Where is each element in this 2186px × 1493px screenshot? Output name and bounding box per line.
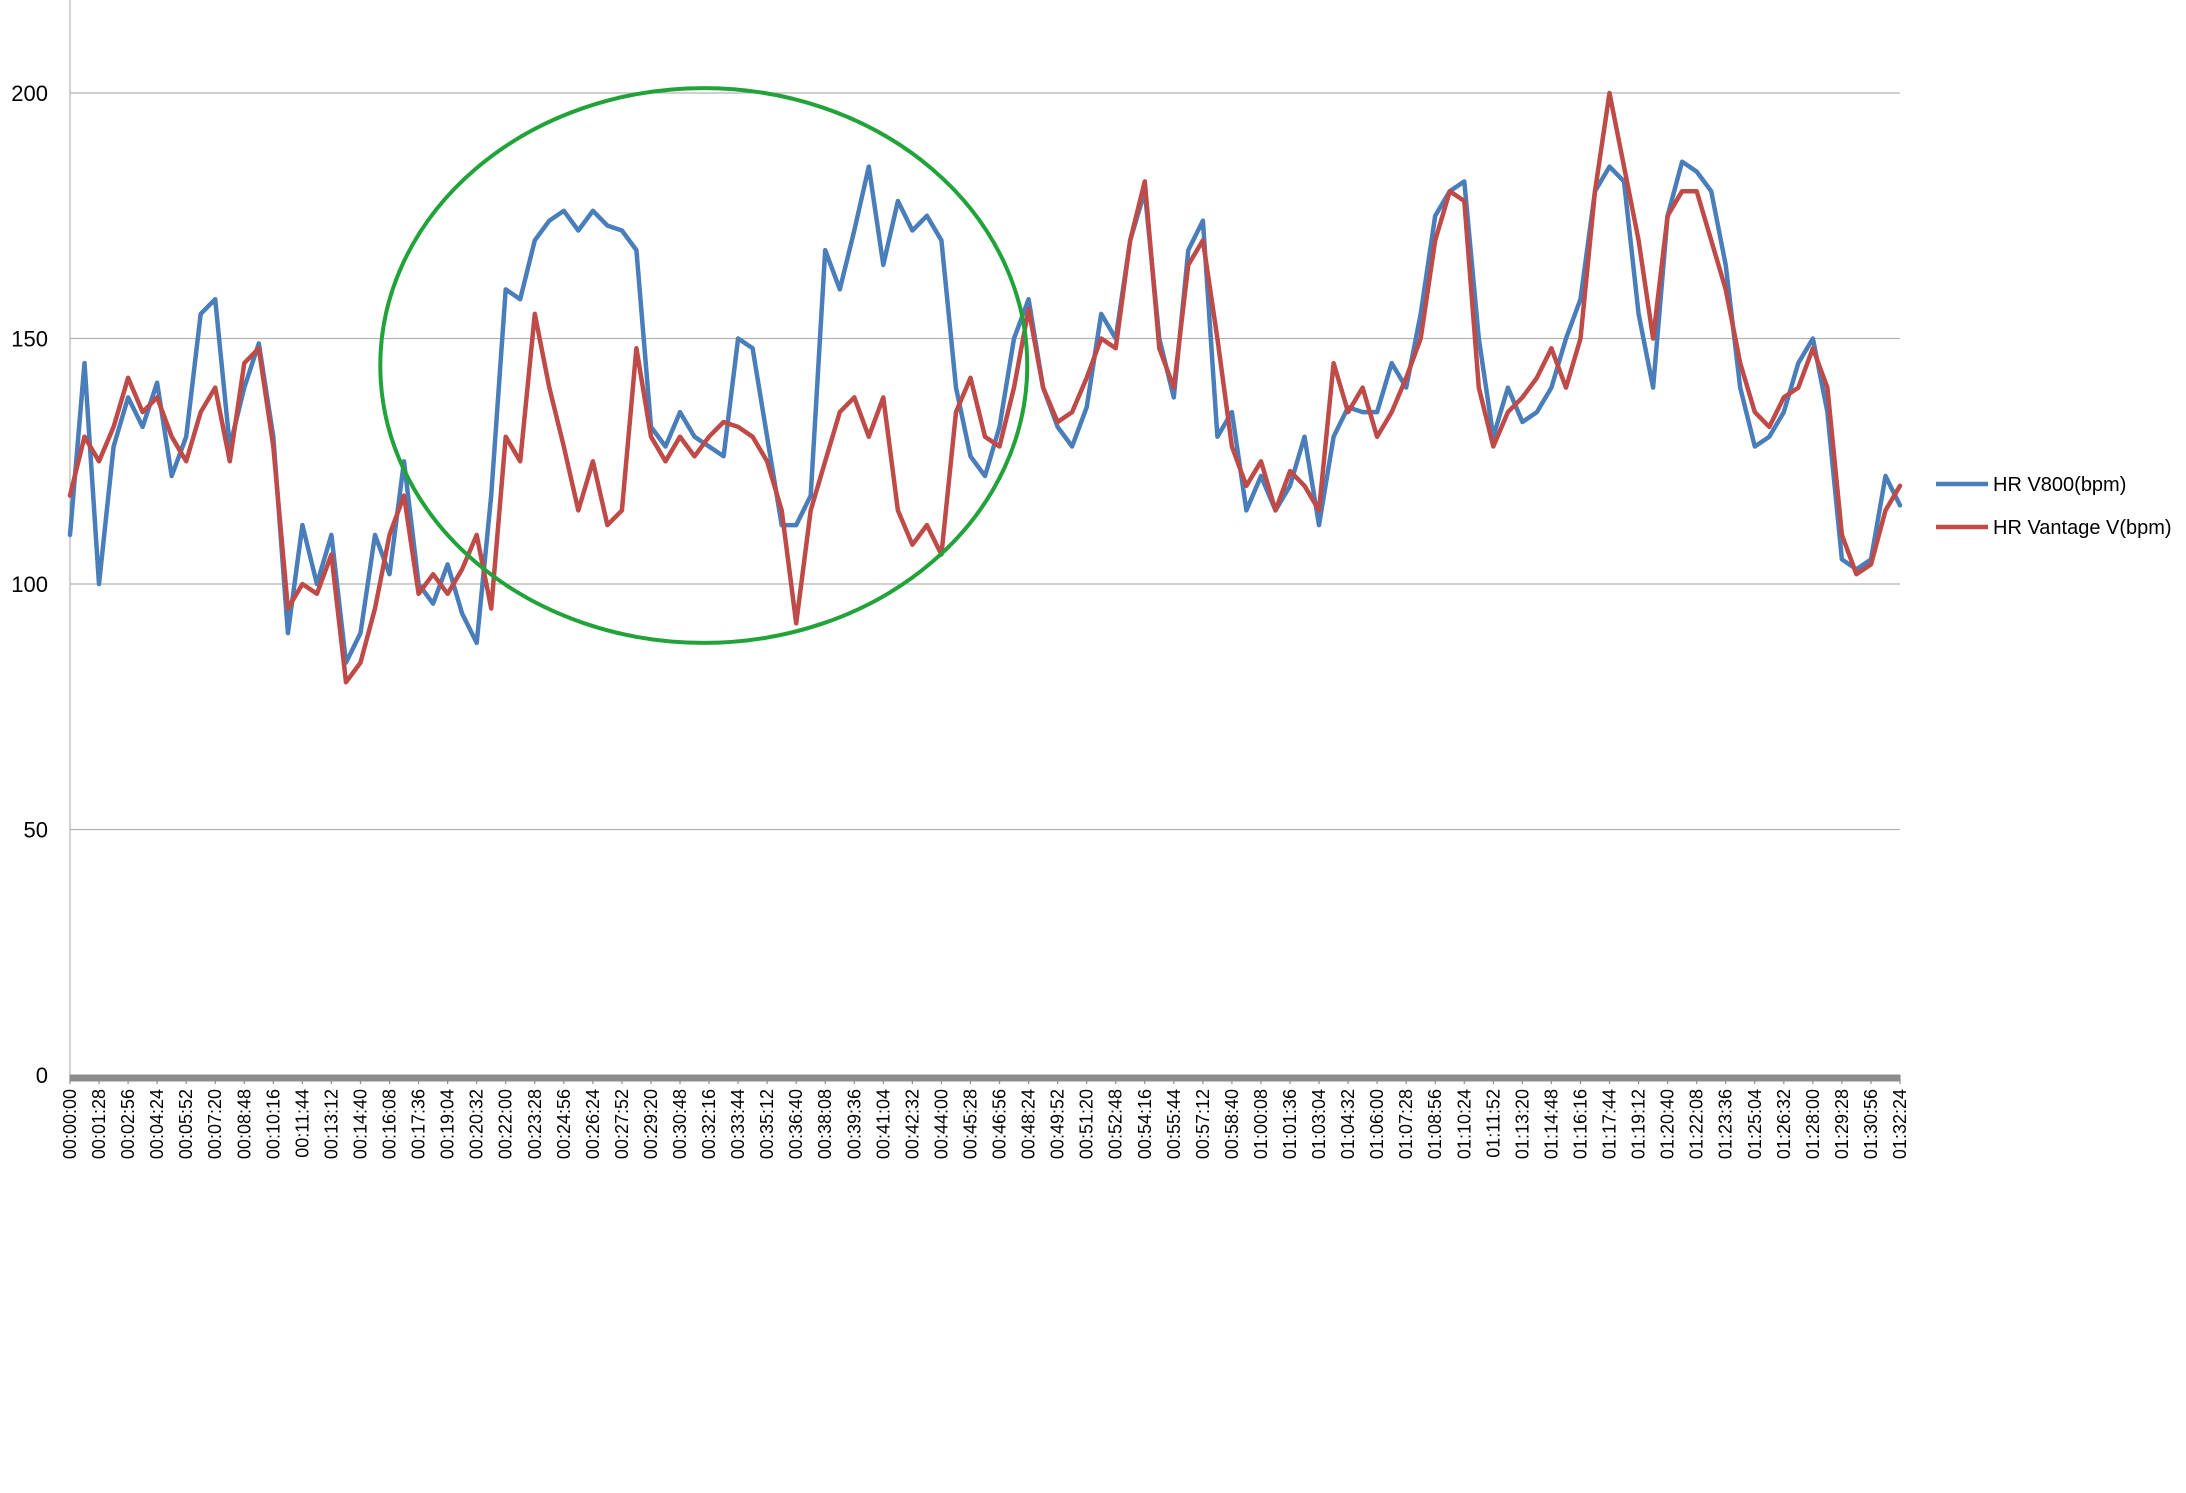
series-lines	[67, 90, 1903, 685]
x-tick-label: 01:19:12	[1629, 1089, 1649, 1159]
x-tick-label: 01:06:00	[1367, 1089, 1387, 1159]
x-tick-label: 00:49:52	[1048, 1089, 1068, 1159]
x-tick-label: 01:07:28	[1396, 1089, 1416, 1159]
axes: 0 50 100 150 200 00:00:00 00:01:28 00:02:56 00:0…	[11, 0, 1910, 1159]
x-tick-label: 00:46:56	[990, 1089, 1010, 1159]
x-tick-label: 01:29:28	[1832, 1089, 1852, 1159]
x-tick-label: 00:20:32	[467, 1089, 487, 1159]
x-tick-label: 00:23:28	[525, 1089, 545, 1159]
x-tick-label: 00:19:04	[438, 1089, 458, 1159]
x-tick-label: 00:17:36	[409, 1089, 429, 1159]
x-tick-label: 00:55:44	[1164, 1089, 1184, 1159]
x-tick-label: 01:03:04	[1309, 1089, 1329, 1159]
x-tick-label: 01:01:36	[1280, 1089, 1300, 1159]
x-tick-label: 01:04:32	[1338, 1089, 1358, 1159]
highlight-ellipse	[378, 86, 1030, 645]
x-tick-label: 01:20:40	[1658, 1089, 1678, 1159]
x-tick-label: 00:04:24	[147, 1089, 167, 1159]
x-tick-label: 00:08:48	[234, 1089, 254, 1159]
x-tick-label: 00:39:36	[844, 1089, 864, 1159]
series-line-1	[67, 159, 1903, 665]
x-tick-label: 00:41:04	[873, 1089, 893, 1159]
x-tick-label: 00:33:44	[728, 1089, 748, 1159]
y-tick-label: 50	[24, 818, 48, 843]
x-tick-label: 00:10:16	[263, 1089, 283, 1159]
x-tick-label: 00:30:48	[670, 1089, 690, 1159]
x-tick-label: 00:14:40	[350, 1089, 370, 1159]
x-tick-label: 00:00:00	[60, 1089, 80, 1159]
x-tick-label: 00:26:24	[583, 1089, 603, 1159]
x-tick-label: 01:30:56	[1861, 1089, 1881, 1159]
x-tick-label: 01:22:08	[1687, 1089, 1707, 1159]
x-tick-label: 00:58:40	[1222, 1089, 1242, 1159]
x-tick-label: 00:48:24	[1019, 1089, 1039, 1159]
x-tick-label: 01:14:48	[1541, 1089, 1561, 1159]
x-tick-label: 00:29:20	[641, 1089, 661, 1159]
x-tick-label: 01:26:32	[1774, 1089, 1794, 1159]
x-tick-label: 00:22:00	[496, 1089, 516, 1159]
x-tick-label: 00:54:16	[1135, 1089, 1155, 1159]
x-tick-label: 01:17:44	[1600, 1089, 1620, 1159]
legend-label-2: HR Vantage V(bpm)	[1993, 517, 2172, 539]
y-tick-label: 200	[11, 81, 48, 106]
x-tick-label: 00:01:28	[89, 1089, 109, 1159]
x-tick-label: 01:32:24	[1890, 1089, 1910, 1159]
gridlines	[70, 92, 1900, 831]
x-tick-label: 00:32:16	[699, 1089, 719, 1159]
x-tick-label: 00:57:12	[1193, 1089, 1213, 1159]
x-tick-label: 00:35:12	[757, 1089, 777, 1159]
x-tick-label: 00:51:20	[1077, 1089, 1097, 1159]
legend-label-1: HR V800(bpm)	[1993, 474, 2126, 496]
x-tick-label: 01:13:20	[1512, 1089, 1532, 1159]
x-tick-label: 00:13:12	[321, 1089, 341, 1159]
x-tick-label: 00:52:48	[1106, 1089, 1126, 1159]
x-tick-label: 00:02:56	[118, 1089, 138, 1159]
x-tick-label: 00:05:52	[176, 1089, 196, 1159]
x-tick-label: 00:16:08	[380, 1089, 400, 1159]
x-tick-label: 01:10:24	[1454, 1089, 1474, 1159]
y-tick-label: 0	[36, 1063, 48, 1088]
x-tick-label: 00:36:40	[786, 1089, 806, 1159]
x-tick-label: 01:25:04	[1745, 1089, 1765, 1159]
x-tick-label: 00:42:32	[902, 1089, 922, 1159]
x-tick-label: 00:45:28	[960, 1089, 980, 1159]
y-tick-label: 100	[11, 572, 48, 597]
x-tick-label: 00:24:56	[554, 1089, 574, 1159]
x-tick-label: 01:16:16	[1570, 1089, 1590, 1159]
x-tick-label: 00:44:00	[931, 1089, 951, 1159]
x-tick-label: 01:23:36	[1716, 1089, 1736, 1159]
legend: HR V800(bpm) HR Vantage V(bpm)	[1936, 474, 2172, 539]
x-tick-label: 01:08:56	[1425, 1089, 1445, 1159]
series-line-2	[67, 90, 1903, 685]
x-tick-label: 00:11:44	[292, 1089, 312, 1158]
x-tick-label: 00:38:08	[815, 1089, 835, 1159]
x-tick-label: 01:11:52	[1483, 1089, 1503, 1158]
x-tick-label: 00:27:52	[612, 1089, 632, 1159]
x-tick-label: 01:00:08	[1251, 1089, 1271, 1159]
x-tick-label: 00:07:20	[205, 1089, 225, 1159]
y-tick-label: 150	[11, 327, 48, 352]
annotations	[378, 86, 1030, 645]
x-tick-label: 01:28:00	[1803, 1089, 1823, 1159]
